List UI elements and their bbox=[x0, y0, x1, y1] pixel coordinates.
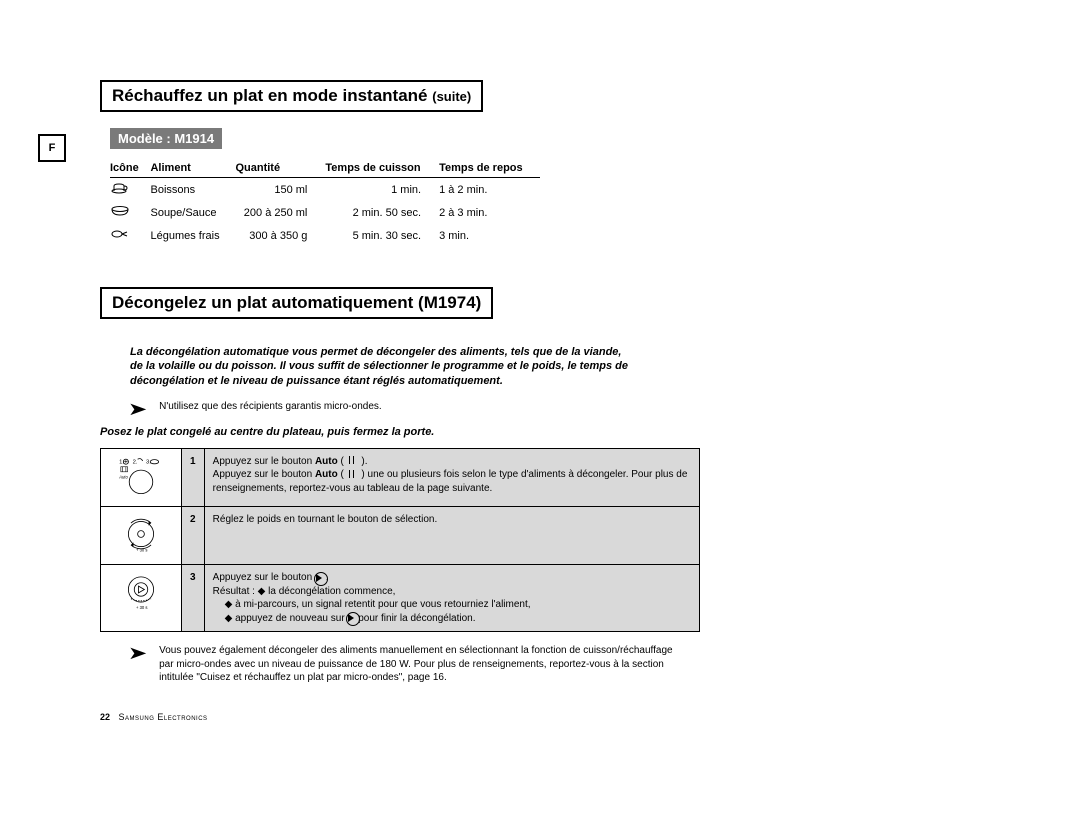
col-qty: Quantité bbox=[235, 159, 325, 178]
section1-title: Réchauffez un plat en mode instantané (s… bbox=[100, 80, 483, 112]
step-diagram: 1.2.3.Auto bbox=[101, 448, 182, 506]
tip-icon: ➤ bbox=[128, 400, 148, 418]
cell-rest: 1 à 2 min. bbox=[439, 178, 540, 202]
cell-cook: 1 min. bbox=[325, 178, 439, 202]
section2-title: Décongelez un plat automatiquement (M197… bbox=[100, 287, 493, 319]
instr-line: Posez le plat congelé au centre du plate… bbox=[100, 426, 970, 438]
svg-text:Auto: Auto bbox=[118, 474, 128, 479]
section1-title-text: Réchauffez un plat en mode instantané bbox=[112, 86, 428, 105]
svg-text:+ 30 s: + 30 s bbox=[136, 548, 148, 553]
step-row: + 30 s 2Réglez le poids en tournant le bo… bbox=[101, 507, 700, 565]
step-row: + 30 s 3Appuyez sur le bouton .Résultat :… bbox=[101, 565, 700, 632]
food-icon bbox=[110, 178, 150, 202]
step-number: 3 bbox=[181, 565, 204, 632]
cell-rest: 2 à 3 min. bbox=[439, 201, 540, 224]
cell-aliment: Légumes frais bbox=[150, 224, 235, 247]
step-instruction: Appuyez sur le bouton Auto ( ).Appuyez s… bbox=[204, 448, 699, 506]
page-number: 22 bbox=[100, 712, 110, 722]
language-tab: F bbox=[38, 134, 66, 162]
reheat-table: Icône Aliment Quantité Temps de cuisson … bbox=[110, 159, 540, 247]
step-diagram: + 30 s bbox=[101, 507, 182, 565]
step-row: 1.2.3.Auto1Appuyez sur le bouton Auto ( … bbox=[101, 448, 700, 506]
cell-qty: 200 à 250 ml bbox=[235, 201, 325, 224]
model-label: Modèle : M1914 bbox=[110, 128, 222, 149]
cell-qty: 150 ml bbox=[235, 178, 325, 202]
svg-text:+ 30 s: + 30 s bbox=[136, 605, 148, 610]
svg-text:2.: 2. bbox=[133, 459, 138, 465]
step-diagram: + 30 s bbox=[101, 565, 182, 632]
page-content: Réchauffez un plat en mode instantané (s… bbox=[100, 80, 970, 693]
footer-brand: Samsung Electronics bbox=[119, 712, 208, 722]
tip-2: ➤ Vous pouvez également décongeler des a… bbox=[130, 644, 970, 685]
step-instruction: Appuyez sur le bouton .Résultat : ◆ la d… bbox=[204, 565, 699, 632]
food-icon bbox=[110, 224, 150, 247]
col-aliment: Aliment bbox=[150, 159, 235, 178]
col-rest: Temps de repos bbox=[439, 159, 540, 178]
start-icon bbox=[348, 614, 354, 622]
step-number: 2 bbox=[181, 507, 204, 565]
step-number: 1 bbox=[181, 448, 204, 506]
cell-rest: 3 min. bbox=[439, 224, 540, 247]
cell-aliment: Boissons bbox=[150, 178, 235, 202]
section1-suite: (suite) bbox=[432, 89, 471, 104]
auto-icon bbox=[348, 456, 358, 466]
section2-intro: La décongélation automatique vous permet… bbox=[130, 345, 630, 388]
cell-aliment: Soupe/Sauce bbox=[150, 201, 235, 224]
table-row: Légumes frais300 à 350 g5 min. 30 sec.3 … bbox=[110, 224, 540, 247]
page-footer: 22 Samsung Electronics bbox=[100, 712, 208, 722]
start-icon bbox=[316, 574, 322, 582]
tip1-text: N'utilisez que des récipients garantis m… bbox=[159, 400, 679, 414]
auto-icon bbox=[348, 470, 358, 480]
steps-table: 1.2.3.Auto1Appuyez sur le bouton Auto ( … bbox=[100, 448, 700, 632]
cell-cook: 5 min. 30 sec. bbox=[325, 224, 439, 247]
food-icon bbox=[110, 201, 150, 224]
tip-icon: ➤ bbox=[128, 644, 148, 662]
cell-qty: 300 à 350 g bbox=[235, 224, 325, 247]
step-instruction: Réglez le poids en tournant le bouton de… bbox=[204, 507, 699, 565]
table-row: Boissons150 ml1 min.1 à 2 min. bbox=[110, 178, 540, 202]
tip-1: ➤ N'utilisez que des récipients garantis… bbox=[130, 400, 970, 418]
col-icon: Icône bbox=[110, 159, 150, 178]
tip2-text: Vous pouvez également décongeler des ali… bbox=[159, 644, 679, 685]
col-cook: Temps de cuisson bbox=[325, 159, 439, 178]
table-row: Soupe/Sauce200 à 250 ml2 min. 50 sec.2 à… bbox=[110, 201, 540, 224]
cell-cook: 2 min. 50 sec. bbox=[325, 201, 439, 224]
